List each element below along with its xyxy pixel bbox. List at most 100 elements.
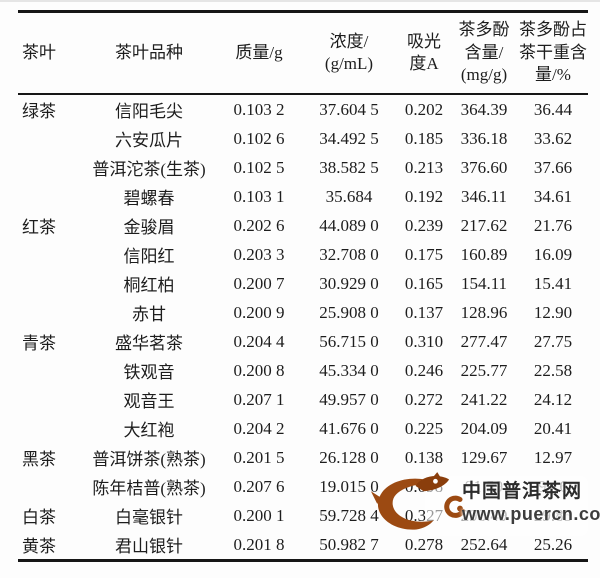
cell-tea-type: 红茶 (22, 218, 56, 237)
cell-tea-variety: 盛华茗茶 (115, 334, 183, 353)
cell-absorbance: 0.165 (404, 273, 444, 293)
cell-tea-variety: 赤甘 (132, 305, 166, 324)
cell-concentration: 35.684 (325, 186, 373, 206)
cell-mass: 0.102 5 (233, 157, 285, 177)
cell-tea-type (18, 414, 80, 443)
watermark-site-url: www.puercn.com (462, 503, 600, 524)
cell-polyphenol-percentage: 25.26 (533, 534, 573, 554)
cell-polyphenol-content: 154.11 (460, 273, 508, 293)
cell-absorbance: 0.225 (404, 418, 444, 438)
cell-tea-variety: 六安瓜片 (115, 131, 183, 150)
cell-concentration: 38.582 5 (319, 157, 379, 177)
cell-absorbance: 0.137 (404, 302, 444, 322)
table-row: 黄茶 君山银针 0.201 8 50.982 7 0.278 252.64 25… (18, 530, 588, 561)
cell-mass: 0.207 6 (233, 476, 285, 496)
table-row: 绿茶 信阳毛尖 0.103 2 37.604 5 0.202 364.39 36… (18, 94, 588, 124)
cell-mass: 0.201 5 (233, 447, 285, 467)
table-header-row: 茶叶 茶叶品种 质量/g 浓度/ (g/mL) 吸光 度A 茶多酚 含量/ (m… (18, 11, 588, 95)
header-mass: 质量/g (218, 11, 300, 95)
cell-polyphenol-percentage: 21.76 (533, 215, 573, 235)
cell-polyphenol-content: 128.96 (460, 302, 508, 322)
cell-absorbance: 0.192 (404, 186, 444, 206)
cell-tea-type: 绿茶 (22, 102, 56, 121)
cell-tea-variety: 信阳红 (123, 247, 175, 266)
table-row: 大红袍 0.204 2 41.676 0 0.225 204.09 20.41 (18, 414, 588, 443)
table-row: 普洱沱茶(生茶) 0.102 5 38.582 5 0.213 376.60 3… (18, 153, 588, 182)
cell-polyphenol-content: 241.22 (460, 389, 508, 409)
cell-polyphenol-percentage: 27.75 (533, 331, 573, 351)
cell-polyphenol-percentage: 12.90 (533, 302, 573, 322)
table-row: 信阳红 0.203 3 32.708 0 0.175 160.89 16.09 (18, 240, 588, 269)
table-row: 观音王 0.207 1 49.957 0 0.272 241.22 24.12 (18, 385, 588, 414)
cell-mass: 0.103 2 (233, 99, 285, 119)
cell-tea-type: 白茶 (22, 508, 56, 527)
cell-polyphenol-content: 252.64 (460, 534, 508, 554)
table-header: 茶叶 茶叶品种 质量/g 浓度/ (g/mL) 吸光 度A 茶多酚 含量/ (m… (18, 11, 588, 95)
cell-mass: 0.204 2 (233, 418, 285, 438)
cell-concentration: 32.708 0 (319, 244, 379, 264)
cell-polyphenol-percentage: 22.58 (533, 360, 573, 380)
cell-polyphenol-percentage: 34.61 (533, 186, 573, 206)
tea-polyphenol-table: 茶叶 茶叶品种 质量/g 浓度/ (g/mL) 吸光 度A 茶多酚 含量/ (m… (18, 10, 588, 562)
cell-tea-variety: 信阳毛尖 (115, 102, 183, 121)
table-row: 黑茶 普洱饼茶(熟茶) 0.201 5 26.128 0 0.138 129.6… (18, 443, 588, 472)
cell-concentration: 26.128 0 (319, 447, 379, 467)
cell-tea-type (18, 298, 80, 327)
cell-mass: 0.204 4 (233, 331, 285, 351)
cell-tea-variety: 普洱饼茶(熟茶) (92, 450, 206, 469)
cell-mass: 0.200 9 (233, 302, 285, 322)
cell-concentration: 44.089 0 (319, 215, 379, 235)
cell-tea-variety: 金骏眉 (123, 218, 175, 237)
cell-concentration: 41.676 0 (319, 418, 379, 438)
cell-polyphenol-percentage: 20.41 (533, 418, 573, 438)
cell-tea-variety: 铁观音 (123, 363, 175, 382)
cell-polyphenol-percentage: 33.62 (533, 128, 573, 148)
cell-absorbance: 0.202 (404, 99, 444, 119)
cell-tea-variety: 观音王 (123, 392, 175, 411)
cell-tea-type (18, 356, 80, 385)
cell-concentration: 30.929 0 (319, 273, 379, 293)
cell-polyphenol-percentage: 16.09 (533, 244, 573, 264)
cell-absorbance: 0.239 (404, 215, 444, 235)
cell-mass: 0.200 7 (233, 273, 285, 293)
cell-polyphenol-content: 376.60 (460, 157, 508, 177)
cell-absorbance: 0.246 (404, 360, 444, 380)
cell-tea-type (18, 269, 80, 298)
cell-absorbance: 0.185 (404, 128, 444, 148)
cell-polyphenol-percentage: 24.12 (533, 389, 573, 409)
cell-concentration: 45.334 0 (319, 360, 379, 380)
cell-absorbance: 0.278 (404, 534, 444, 554)
cell-polyphenol-percentage: 12.97 (533, 447, 573, 467)
cell-mass: 0.200 1 (233, 505, 285, 525)
cell-polyphenol-content: 129.67 (460, 447, 508, 467)
table-row: 红茶 金骏眉 0.202 6 44.089 0 0.239 217.62 21.… (18, 211, 588, 240)
cell-tea-variety: 碧螺春 (123, 189, 175, 208)
cell-absorbance: 0.213 (404, 157, 444, 177)
cell-tea-type: 黄茶 (22, 537, 56, 556)
header-tea-type: 茶叶 (18, 11, 80, 95)
cell-polyphenol-content: 204.09 (460, 418, 508, 438)
cell-concentration: 49.957 0 (319, 389, 379, 409)
site-watermark: 中国普洱茶网 www.puercn.com (370, 470, 600, 538)
cell-tea-variety: 君山银针 (115, 537, 183, 556)
table-row: 桐红柏 0.200 7 30.929 0 0.165 154.11 15.41 (18, 269, 588, 298)
cell-concentration: 56.715 0 (319, 331, 379, 351)
cell-absorbance: 0.138 (404, 447, 444, 467)
table-body: 绿茶 信阳毛尖 0.103 2 37.604 5 0.202 364.39 36… (18, 94, 588, 561)
header-polyphenol-content: 茶多酚 含量/ (mg/g) (450, 11, 518, 95)
header-absorbance: 吸光 度A (398, 11, 450, 95)
cell-concentration: 25.908 0 (319, 302, 379, 322)
cell-tea-type (18, 124, 80, 153)
table-row: 青茶 盛华茗茶 0.204 4 56.715 0 0.310 277.47 27… (18, 327, 588, 356)
cell-concentration: 19.015 0 (319, 476, 379, 496)
watermark-text-block: 中国普洱茶网 www.puercn.com (462, 481, 600, 525)
cell-tea-type (18, 472, 80, 501)
table-row: 赤甘 0.200 9 25.908 0 0.137 128.96 12.90 (18, 298, 588, 327)
cell-polyphenol-percentage: 15.41 (533, 273, 573, 293)
cell-concentration: 34.492 5 (319, 128, 379, 148)
header-tea-variety: 茶叶品种 (80, 11, 218, 95)
cell-tea-type: 黑茶 (22, 450, 56, 469)
cell-polyphenol-content: 217.62 (460, 215, 508, 235)
cell-tea-variety: 普洱沱茶(生茶) (92, 160, 206, 179)
